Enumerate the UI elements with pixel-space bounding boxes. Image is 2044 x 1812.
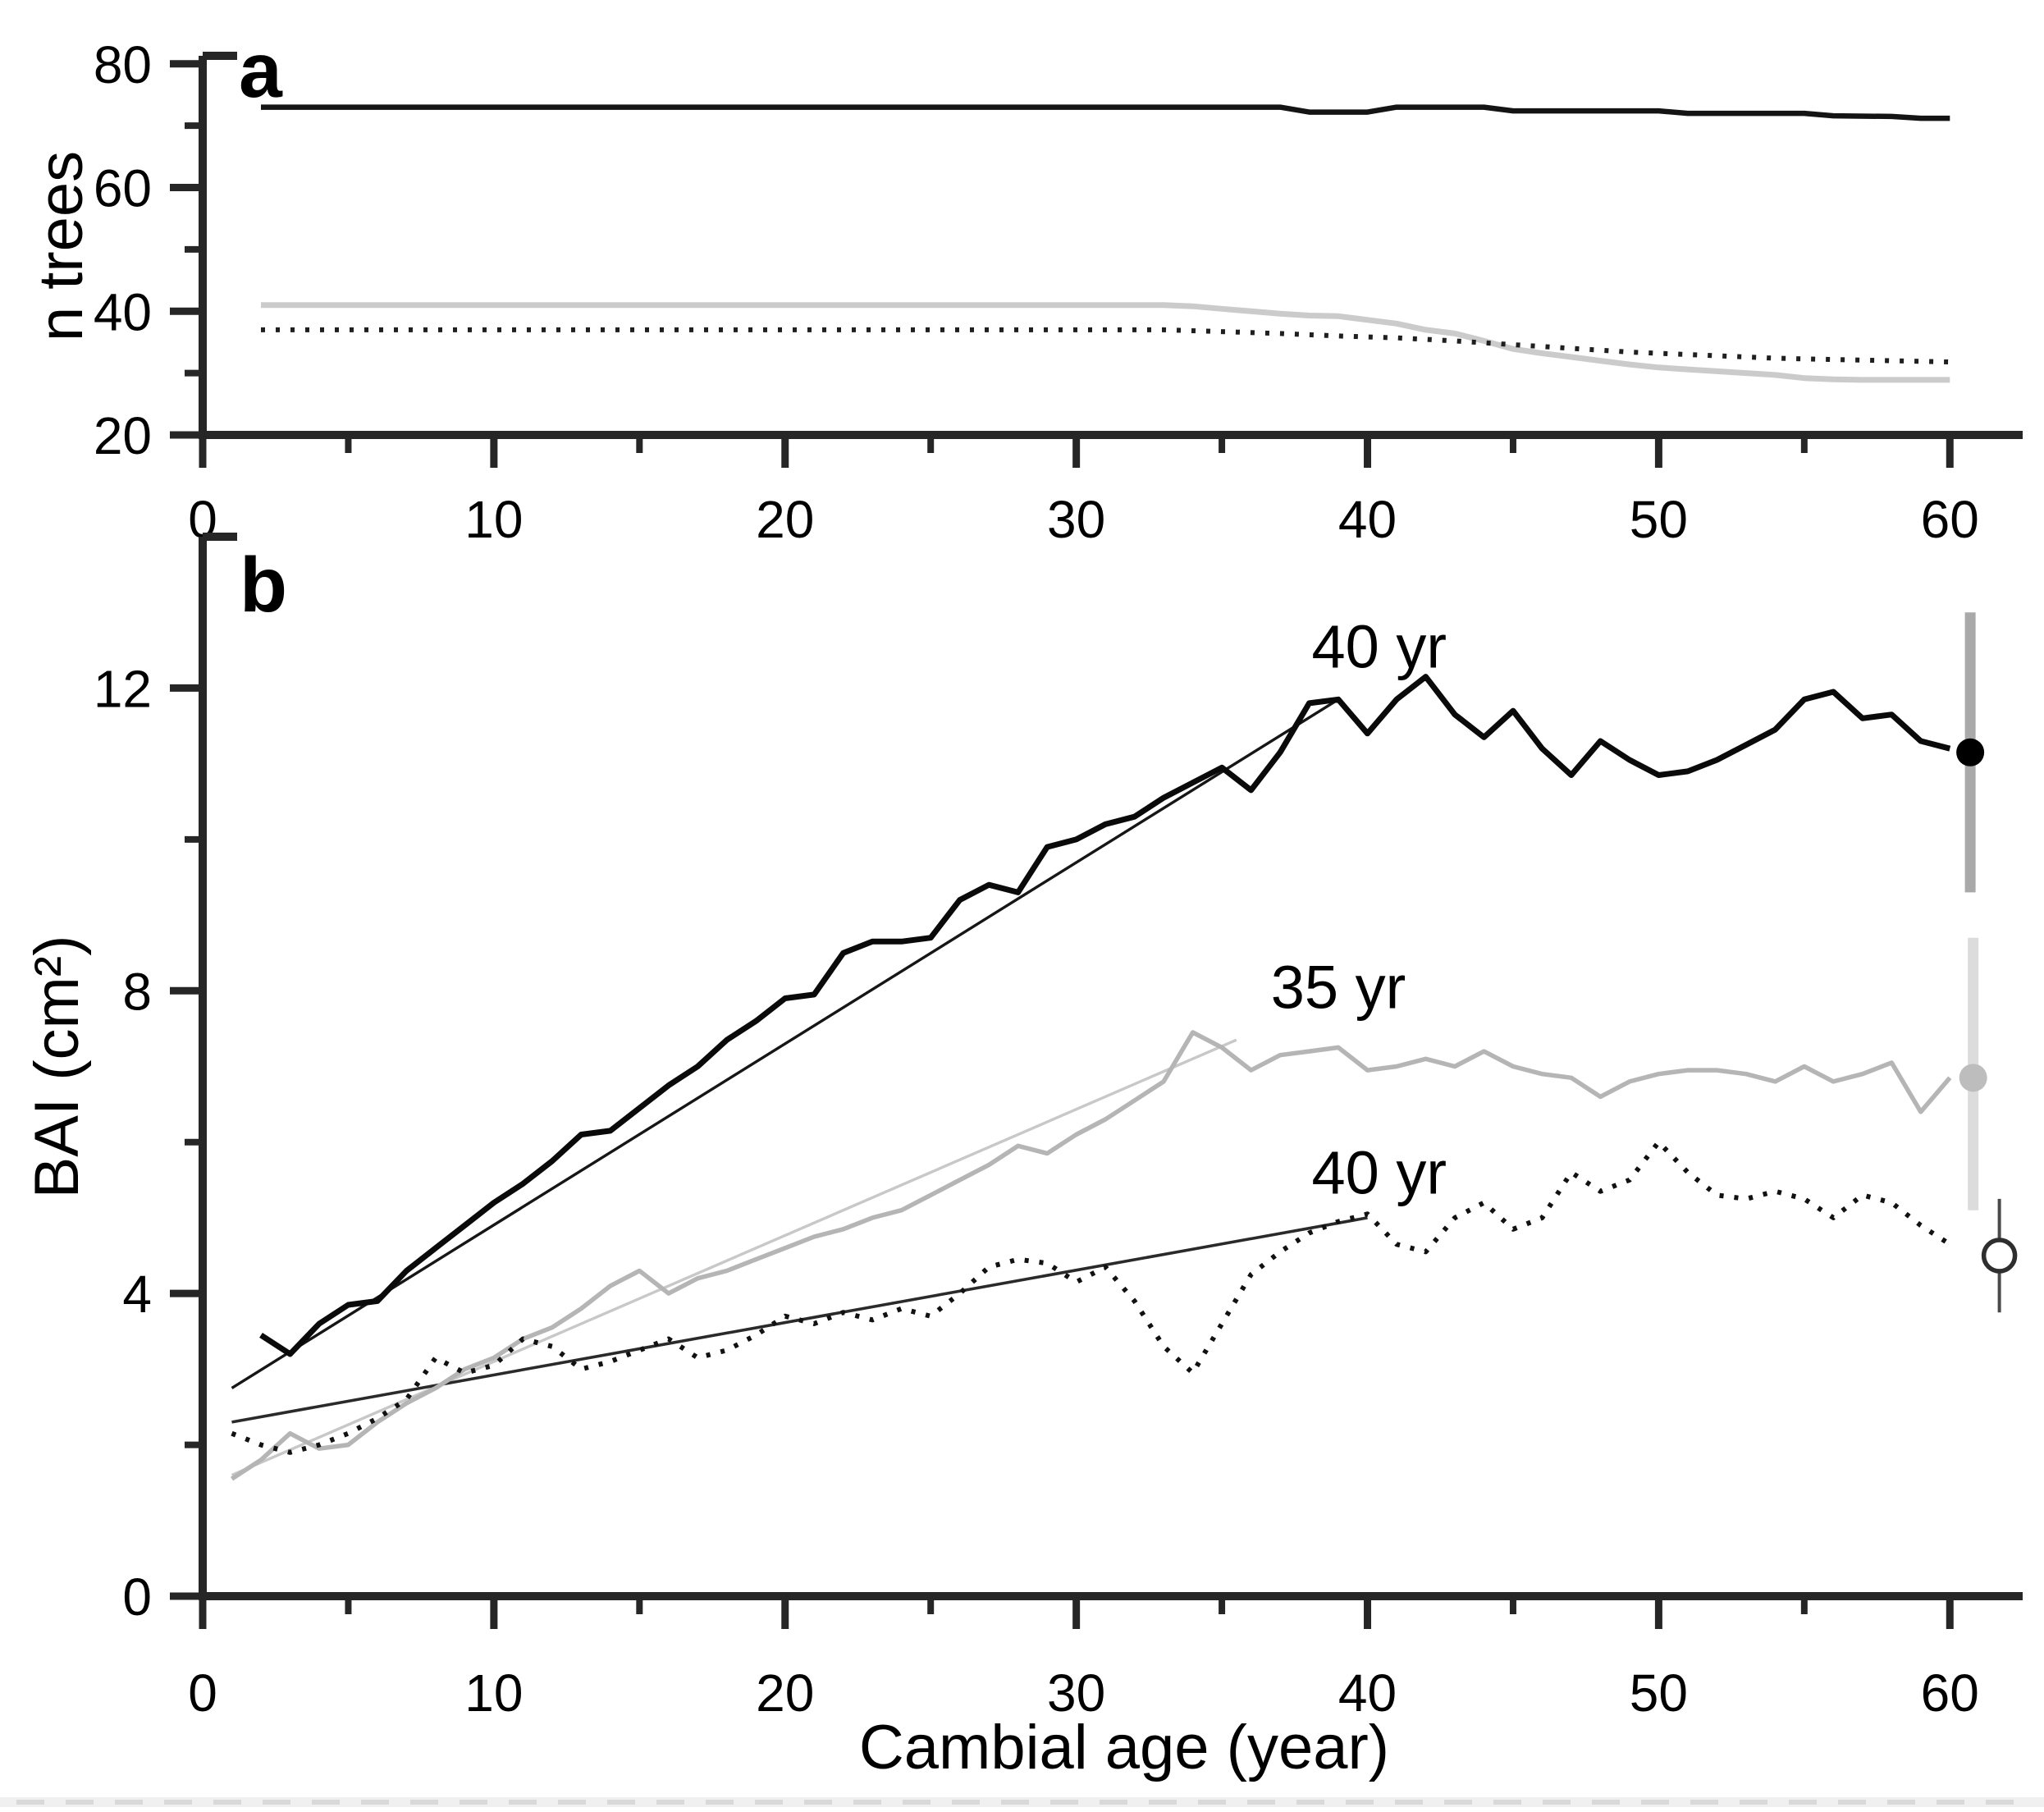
annotation-bai-40yr-solid-black: 40 yr bbox=[1311, 613, 1447, 681]
panel-a-y-axis-title: n trees bbox=[26, 151, 96, 341]
y-tick-label: 60 bbox=[94, 159, 152, 218]
panel-b-series bbox=[231, 674, 1952, 1481]
x-tick-label: 50 bbox=[1630, 1663, 1688, 1723]
panel-a-series bbox=[261, 104, 1950, 383]
y-tick-label: 40 bbox=[94, 282, 152, 341]
panel-b-error-bars bbox=[1956, 612, 2018, 1313]
y-tick-label: 0 bbox=[122, 1567, 152, 1627]
bai-40yr-dotted-black bbox=[231, 1139, 1951, 1455]
y-tick-label: 8 bbox=[122, 962, 152, 1021]
x-tick-label: 60 bbox=[1921, 1663, 1979, 1723]
x-tick-label: 30 bbox=[1047, 490, 1105, 549]
mean-bai-35yr-gray-marker bbox=[1959, 1064, 1987, 1092]
annotation-bai-35yr-solid-gray: 35 yr bbox=[1271, 954, 1406, 1022]
panel-b-x-axis-title: Cambial age (year) bbox=[859, 1713, 1389, 1782]
annotation-bai-40yr-dotted-black: 40 yr bbox=[1311, 1139, 1447, 1207]
x-tick-label: 0 bbox=[188, 1663, 217, 1723]
y-tick-label: 80 bbox=[94, 35, 152, 94]
bai-40yr-trend-line bbox=[231, 698, 1339, 1389]
mean-bai-40yr-black-marker bbox=[1956, 738, 1985, 766]
panel-b-y-axis-title: BAI (cm²) bbox=[22, 936, 92, 1199]
x-tick-label: 50 bbox=[1630, 490, 1688, 549]
panel-b-chart: 0 4 8 12 0 10 20 30 40 50 60 40 yr 35 yr 40 yr bbox=[94, 533, 2023, 1723]
scan-artifact-strip bbox=[0, 1797, 2044, 1807]
mean-bai-40yr-dotted-open-marker bbox=[1981, 1238, 2018, 1274]
x-tick-label: 60 bbox=[1921, 490, 1979, 549]
x-tick-label: 10 bbox=[464, 490, 523, 549]
panel-b-axes: 0 4 8 12 0 10 20 30 40 50 60 bbox=[94, 533, 2023, 1723]
panel-a-letter: a bbox=[239, 27, 283, 114]
x-tick-label: 40 bbox=[1338, 490, 1397, 549]
x-tick-label: 10 bbox=[464, 1663, 523, 1723]
bai-35yr-solid-gray bbox=[231, 1030, 1952, 1481]
y-tick-label: 4 bbox=[122, 1265, 152, 1324]
x-tick-label: 30 bbox=[1047, 1663, 1105, 1723]
bai-35yr-trend-line bbox=[231, 1038, 1237, 1477]
y-tick-label: 12 bbox=[94, 659, 152, 718]
x-tick-label: 20 bbox=[756, 490, 814, 549]
n-trees-40yr-dotted-black bbox=[261, 327, 1950, 365]
panel-b-letter: b bbox=[240, 542, 287, 629]
x-tick-label: 40 bbox=[1338, 1663, 1397, 1723]
n-trees-40yr-solid-black bbox=[261, 104, 1950, 121]
x-tick-label: 20 bbox=[756, 1663, 814, 1723]
y-tick-label: 20 bbox=[94, 406, 152, 465]
panel-b-annotations: 40 yr 35 yr 40 yr bbox=[1271, 613, 1447, 1207]
bai-40yr-solid-black bbox=[259, 674, 1951, 1357]
n-trees-35yr-solid-gray bbox=[261, 302, 1950, 383]
